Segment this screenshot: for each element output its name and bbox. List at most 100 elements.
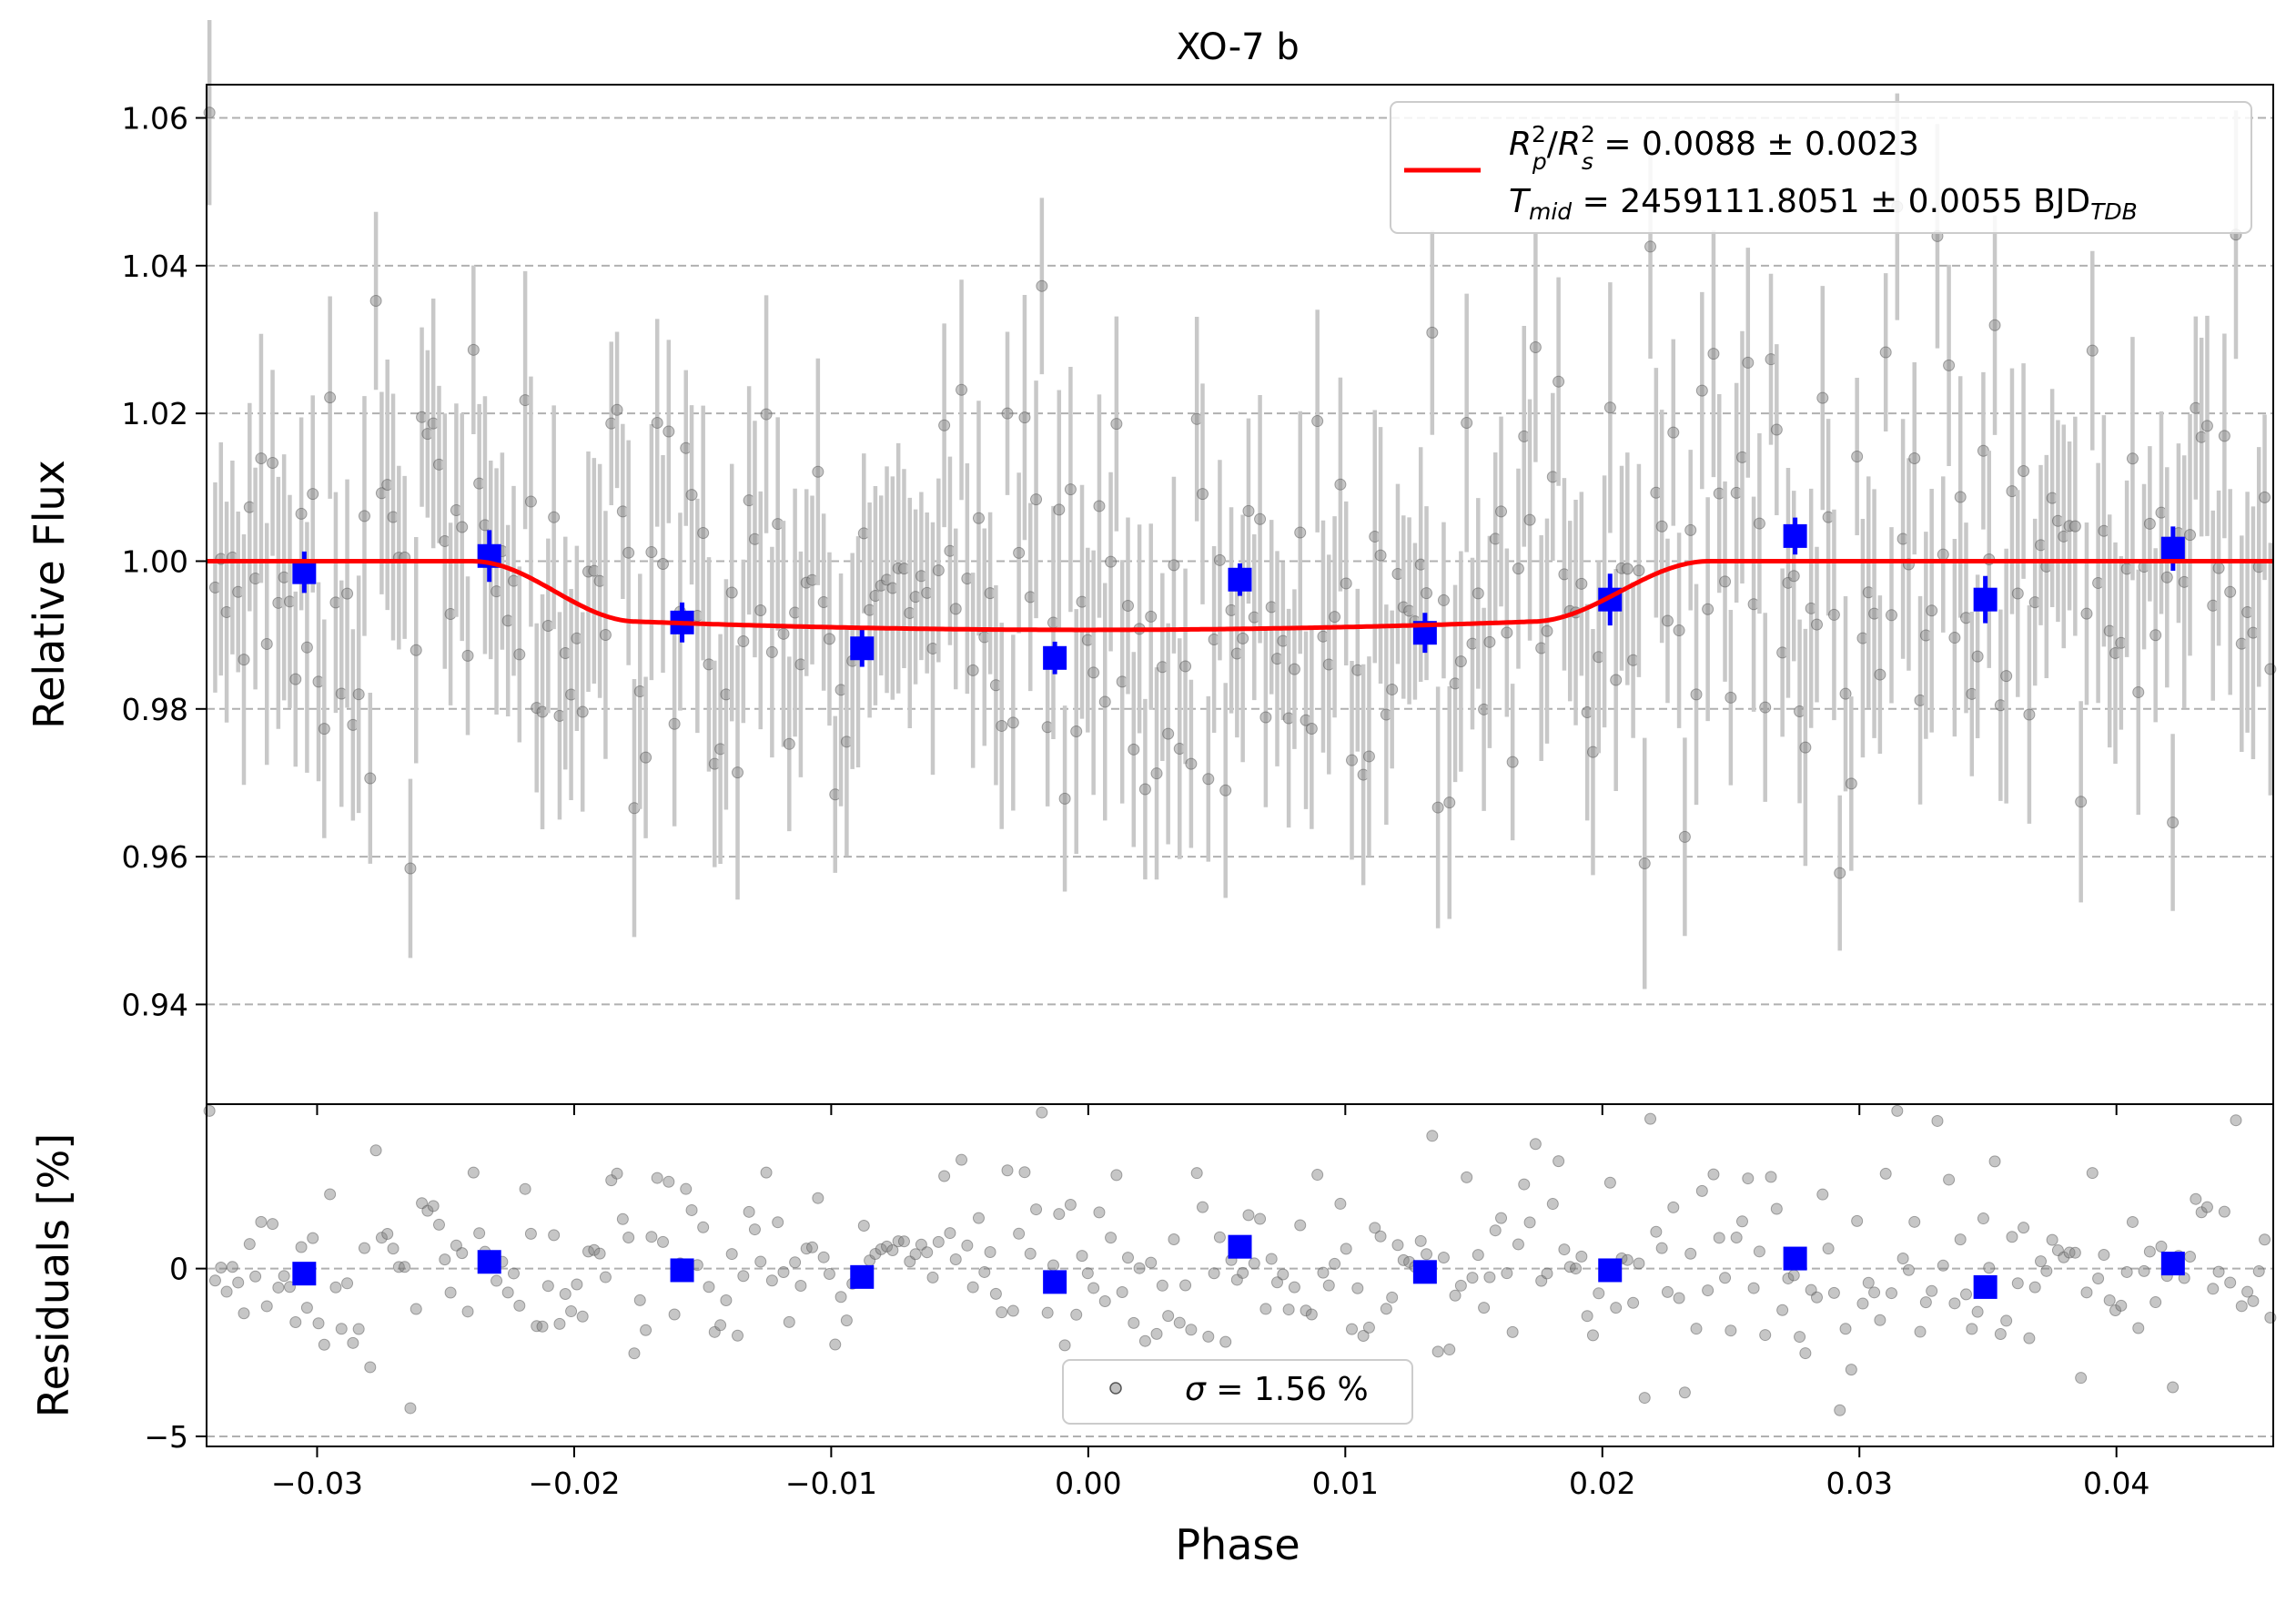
residual-point	[1501, 1267, 1513, 1280]
residual-point	[541, 1280, 554, 1293]
residual-point	[668, 1308, 681, 1321]
residual-point	[956, 1153, 968, 1166]
raw-point	[1839, 687, 1852, 700]
raw-point	[1690, 688, 1703, 701]
residual-point	[432, 1218, 445, 1231]
raw-point	[1242, 504, 1255, 517]
residual-point	[536, 1320, 549, 1333]
raw-point	[1695, 384, 1708, 397]
residual-point	[834, 1291, 847, 1304]
raw-point	[1461, 417, 1473, 430]
residual-point	[1902, 1263, 1915, 1276]
residual-point	[491, 1274, 503, 1287]
raw-point	[812, 465, 824, 478]
raw-point	[1145, 610, 1158, 623]
raw-point	[1340, 577, 1352, 590]
residual-point	[215, 1262, 228, 1274]
x-axis: −0.03 −0.02 −0.01 0.00 0.01 0.02 0.03 0.04	[271, 1104, 2149, 1501]
residual-point	[1294, 1219, 1307, 1232]
y-tick-label: 1.04	[122, 249, 188, 284]
raw-point	[697, 527, 710, 540]
residual-point	[559, 1287, 571, 1300]
residual-point	[548, 1229, 561, 1242]
raw-point	[1443, 796, 1456, 809]
residual-point	[571, 1278, 583, 1291]
raw-point	[1362, 750, 1375, 763]
residual-point	[1603, 1176, 1616, 1189]
raw-point	[1725, 691, 1737, 704]
residual-point	[1013, 1227, 1026, 1240]
residual-point	[1064, 1199, 1077, 1212]
raw-point	[1943, 359, 1956, 371]
residual-point	[743, 1205, 755, 1218]
residual-point	[1827, 1286, 1840, 1299]
residual-point	[996, 1306, 1008, 1319]
y-tick-label: 1.00	[122, 543, 188, 579]
residual-point	[1765, 1171, 1777, 1183]
binned-residual-point	[1783, 1246, 1807, 1271]
residual-point	[1190, 1167, 1203, 1180]
raw-point	[1053, 503, 1066, 516]
raw-point	[2023, 708, 2036, 721]
residual-point	[1529, 1138, 1542, 1151]
raw-point	[640, 751, 652, 764]
raw-point	[1064, 483, 1077, 496]
residual-point	[697, 1221, 710, 1233]
residual-point	[461, 1305, 474, 1318]
residual-point	[1896, 1253, 1909, 1265]
residual-point	[1673, 1292, 1685, 1304]
residual-point	[1856, 1297, 1869, 1310]
raw-point	[267, 456, 279, 469]
residual-point	[1546, 1198, 1559, 1211]
residual-point	[944, 1227, 956, 1240]
residual-point	[1994, 1328, 2007, 1341]
residual-point	[1093, 1206, 1106, 1219]
raw-point	[307, 488, 319, 501]
binned-residual-point	[2160, 1252, 2185, 1276]
residual-point	[1684, 1247, 1697, 1260]
residual-point	[2247, 1294, 2260, 1307]
raw-point	[1661, 614, 1674, 627]
residual-point	[1173, 1316, 1186, 1329]
residual-point	[640, 1324, 652, 1336]
raw-point	[524, 495, 537, 508]
raw-point	[1202, 773, 1215, 786]
raw-point	[1603, 401, 1616, 414]
raw-point	[1655, 520, 1668, 533]
residual-point	[1346, 1323, 1359, 1335]
residual-point	[897, 1235, 910, 1248]
raw-point	[1753, 517, 1765, 530]
residual-point	[1541, 1267, 1553, 1280]
residual-point	[1948, 1297, 1961, 1310]
residual-point	[1845, 1364, 1857, 1376]
residual-point	[1380, 1303, 1392, 1315]
raw-point	[1512, 563, 1524, 575]
raw-point	[1851, 450, 1864, 462]
residual-point	[1237, 1266, 1249, 1279]
residual-point	[352, 1323, 365, 1335]
residual-point	[1633, 1257, 1645, 1270]
raw-point	[1673, 624, 1685, 637]
raw-point	[1644, 240, 1657, 253]
raw-point	[1437, 594, 1450, 606]
binned-residual-point	[292, 1262, 317, 1286]
residual-point	[829, 1338, 842, 1351]
binned-point	[1783, 523, 1807, 548]
residual-point	[857, 1219, 870, 1232]
residual-point	[1421, 1248, 1433, 1261]
residual-point	[1426, 1130, 1439, 1142]
y-tick-label: 0.96	[122, 839, 188, 875]
residual-point	[1977, 1212, 1989, 1225]
residual-point	[1219, 1335, 1232, 1348]
residual-point	[2092, 1273, 2105, 1285]
binned-residual-point	[850, 1264, 875, 1289]
residual-point	[1885, 1287, 1897, 1300]
raw-point	[1719, 575, 1732, 588]
raw-point	[1529, 341, 1542, 354]
residual-point	[524, 1227, 537, 1240]
raw-point	[2143, 517, 2156, 530]
raw-point	[622, 546, 635, 559]
raw-point	[1006, 716, 1019, 729]
residual-point	[312, 1317, 325, 1330]
binned-point	[1043, 645, 1067, 670]
